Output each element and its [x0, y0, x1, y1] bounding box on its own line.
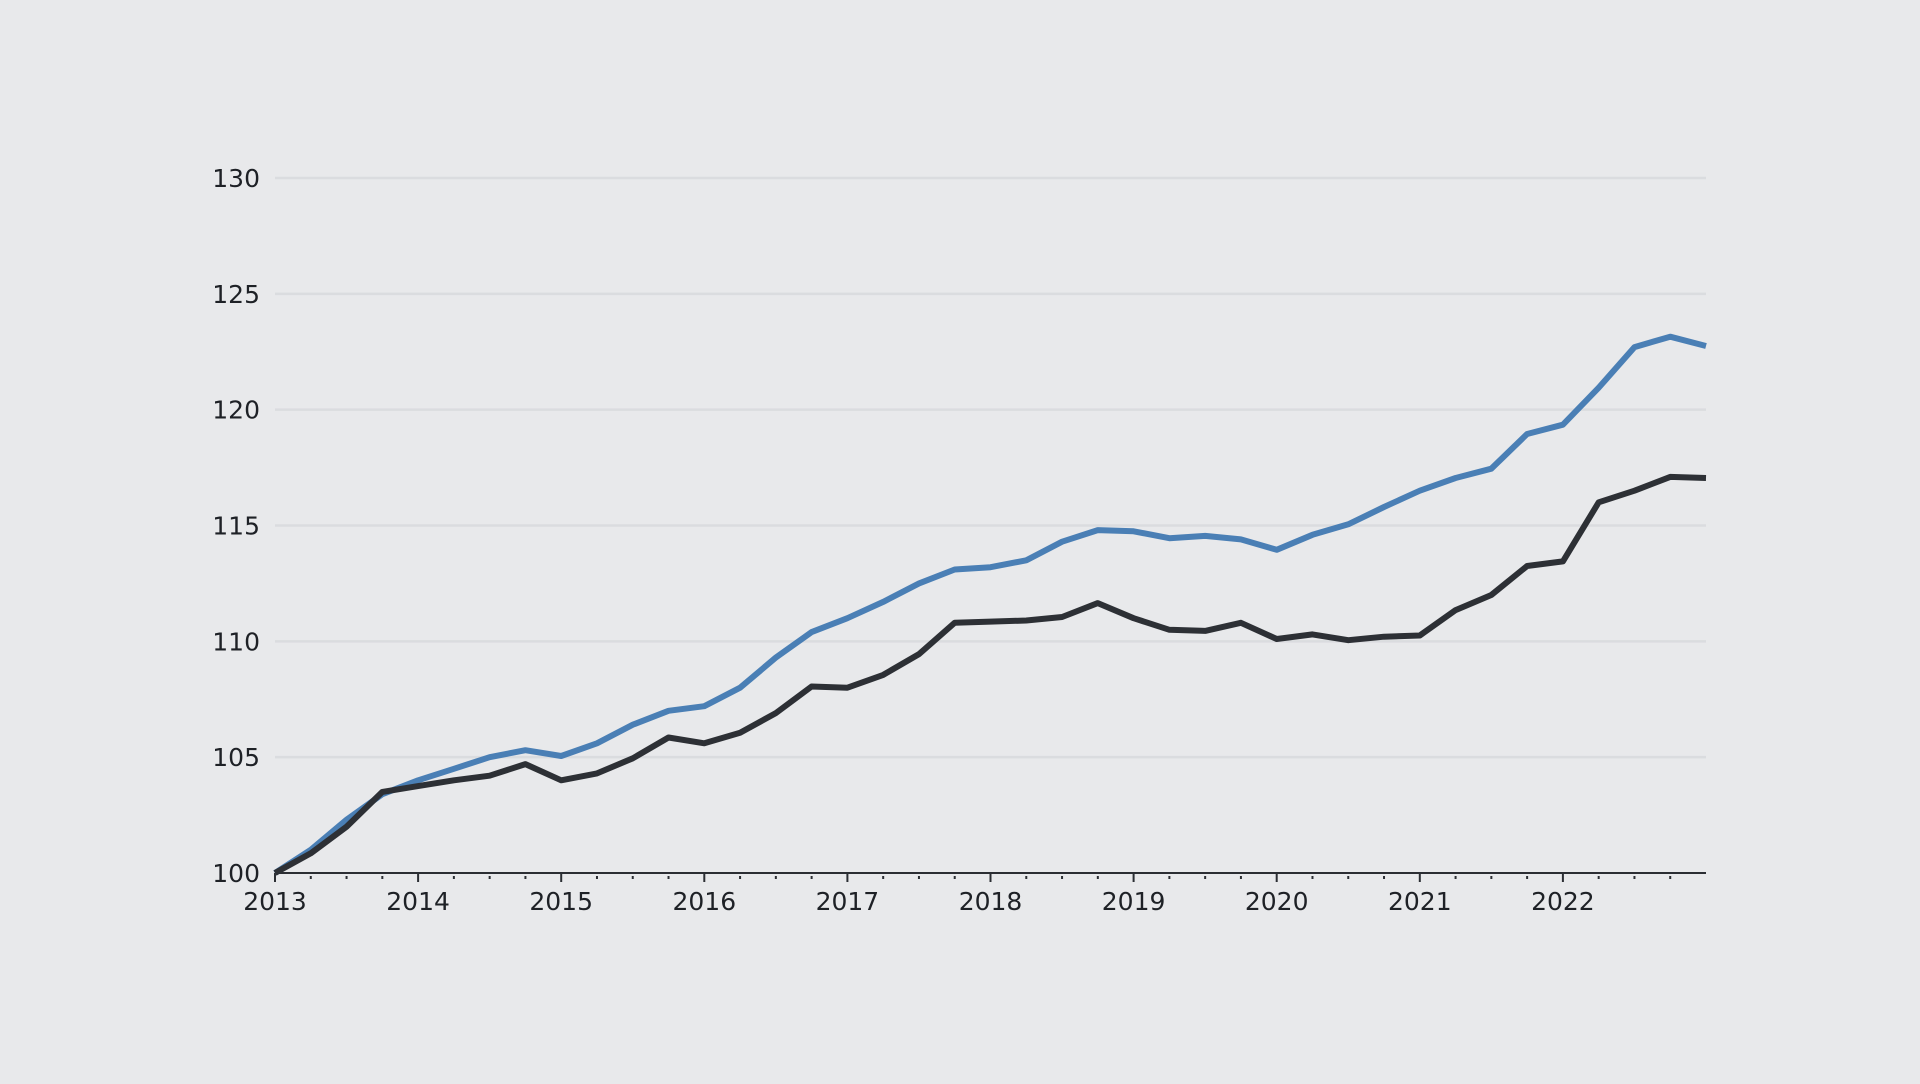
x-tick-labels: 2013 2014 2015 2016 2017 2018 2019 2020 2021 2022 [243, 887, 1595, 916]
x-axis [274, 872, 1706, 882]
gridlines [275, 176, 1706, 759]
x-tick-label: 2022 [1531, 887, 1595, 916]
x-tick-label: 2020 [1245, 887, 1309, 916]
x-tick-label: 2017 [816, 887, 880, 916]
x-tick-label: 2016 [672, 887, 736, 916]
x-tick-label: 2014 [386, 887, 450, 916]
x-tick-label: 2015 [529, 887, 593, 916]
y-tick-label: 125 [212, 280, 260, 309]
x-tick-label: 2018 [959, 887, 1023, 916]
y-tick-label: 100 [212, 859, 260, 888]
x-tick-label: 2021 [1388, 887, 1452, 916]
y-tick-label: 130 [212, 164, 260, 193]
y-tick-label: 115 [212, 512, 260, 541]
x-tick-label: 2019 [1102, 887, 1166, 916]
y-tick-label: 120 [212, 396, 260, 425]
y-tick-label: 110 [212, 627, 260, 656]
y-tick-label: 105 [212, 743, 260, 772]
series-lines [273, 333, 1707, 876]
series-line-1 [273, 333, 1707, 876]
series-line-2 [273, 473, 1707, 876]
y-tick-labels: 100 105 110 115 120 125 130 [212, 164, 260, 888]
x-tick-label: 2013 [243, 887, 307, 916]
